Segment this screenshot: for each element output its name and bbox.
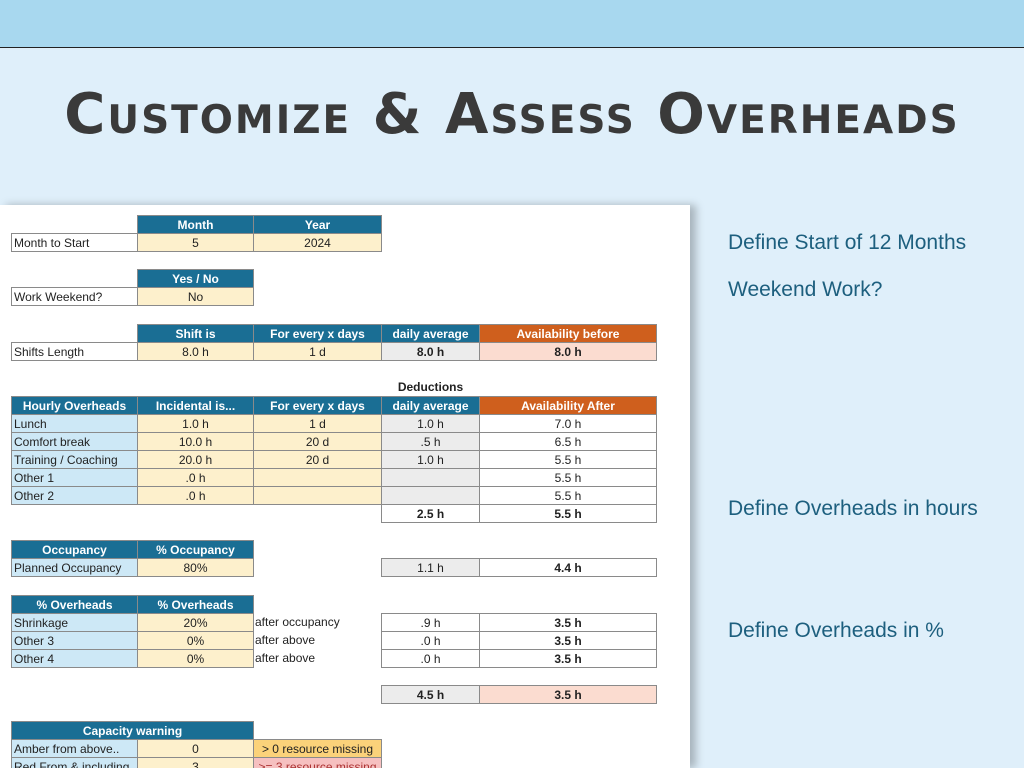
cell <box>253 486 382 505</box>
cell <box>381 486 480 505</box>
cell: 20.0 h <box>137 450 254 469</box>
cell: 6.5 h <box>479 432 657 451</box>
cell <box>381 468 480 487</box>
cell: Red From & including <box>11 757 138 768</box>
cell: 1.0 h <box>137 414 254 433</box>
cell: after above <box>255 651 316 665</box>
note: Weekend Work? <box>728 278 883 301</box>
cell: 2024 <box>253 233 382 252</box>
cell: 8.0 h <box>381 342 480 361</box>
cell: 3.5 h <box>479 631 657 650</box>
cell: 1.0 h <box>381 414 480 433</box>
cell: 5.5 h <box>479 450 657 469</box>
cell: 3 <box>137 757 254 768</box>
cell <box>253 468 382 487</box>
cell: 20 d <box>253 450 382 469</box>
cell: 8.0 h <box>137 342 254 361</box>
cell: Other 4 <box>11 649 138 668</box>
cell: .0 h <box>137 486 254 505</box>
cell: No <box>137 287 254 306</box>
cell: >= 3 resource missing <box>253 757 382 768</box>
cell: Comfort break <box>11 432 138 451</box>
cell: Shrinkage <box>11 613 138 632</box>
cell: Other 2 <box>11 486 138 505</box>
header-cell: % Overheads <box>137 595 254 614</box>
note: Define Overheads in hours <box>728 497 978 520</box>
row-label: Work Weekend? <box>11 287 138 306</box>
header-cell: Incidental is... <box>137 396 254 415</box>
cell: .0 h <box>381 649 480 668</box>
caption: Deductions <box>397 380 464 394</box>
cell: 0% <box>137 631 254 650</box>
header-cell: daily average <box>381 324 480 343</box>
cell: 0% <box>137 649 254 668</box>
note: Define Overheads in % <box>728 619 944 642</box>
cell: > 0 resource missing <box>253 739 382 758</box>
cell: .5 h <box>381 432 480 451</box>
cell: 1 d <box>253 414 382 433</box>
cell: after above <box>255 633 316 647</box>
cell: 80% <box>137 558 254 577</box>
cell: Other 1 <box>11 468 138 487</box>
cell: 5.5 h <box>479 468 657 487</box>
header-cell: For every x days <box>253 324 382 343</box>
cell: Other 3 <box>11 631 138 650</box>
total: 5.5 h <box>479 504 657 523</box>
header-cell: For every x days <box>253 396 382 415</box>
cell: 8.0 h <box>479 342 657 361</box>
header-cell: Capacity warning <box>11 721 254 740</box>
cell: 7.0 h <box>479 414 657 433</box>
header-cell: % Occupancy <box>137 540 254 559</box>
cell: 1 d <box>253 342 382 361</box>
cell: 1.1 h <box>381 558 480 577</box>
cell: after occupancy <box>255 615 340 629</box>
cell: Shifts Length <box>11 342 138 361</box>
cell: Amber from above.. <box>11 739 138 758</box>
cell: 20% <box>137 613 254 632</box>
header-cell: Hourly Overheads <box>11 396 138 415</box>
row-label: Planned Occupancy <box>11 558 138 577</box>
total: 4.5 h <box>381 685 480 704</box>
cell: 3.5 h <box>479 613 657 632</box>
spreadsheet: Month Year Month to Start 5 2024 Yes / No Work… <box>0 205 690 768</box>
cell: .0 h <box>381 631 480 650</box>
cell: 3.5 h <box>479 649 657 668</box>
cell: .9 h <box>381 613 480 632</box>
top-bar <box>0 0 1024 48</box>
cell: 5.5 h <box>479 486 657 505</box>
header-cell: Availability before <box>479 324 657 343</box>
header-cell: Yes / No <box>137 269 254 288</box>
cell: 20 d <box>253 432 382 451</box>
header-cell: Availability After <box>479 396 657 415</box>
cell: 1.0 h <box>381 450 480 469</box>
header-cell: Month <box>137 215 254 234</box>
header-cell: Year <box>253 215 382 234</box>
cell: 0 <box>137 739 254 758</box>
header-cell: daily average <box>381 396 480 415</box>
note: Define Start of 12 Months <box>728 231 967 254</box>
cell: 5 <box>137 233 254 252</box>
total: 3.5 h <box>479 685 657 704</box>
total: 2.5 h <box>381 504 480 523</box>
cell: 10.0 h <box>137 432 254 451</box>
cell: Lunch <box>11 414 138 433</box>
cell: .0 h <box>137 468 254 487</box>
cell: Training / Coaching <box>11 450 138 469</box>
row-label: Month to Start <box>11 233 138 252</box>
header-cell: Occupancy <box>11 540 138 559</box>
header-cell: Shift is <box>137 324 254 343</box>
cell: 4.4 h <box>479 558 657 577</box>
header-cell: % Overheads <box>11 595 138 614</box>
page-title: Customize & Assess Overheads <box>64 82 960 147</box>
